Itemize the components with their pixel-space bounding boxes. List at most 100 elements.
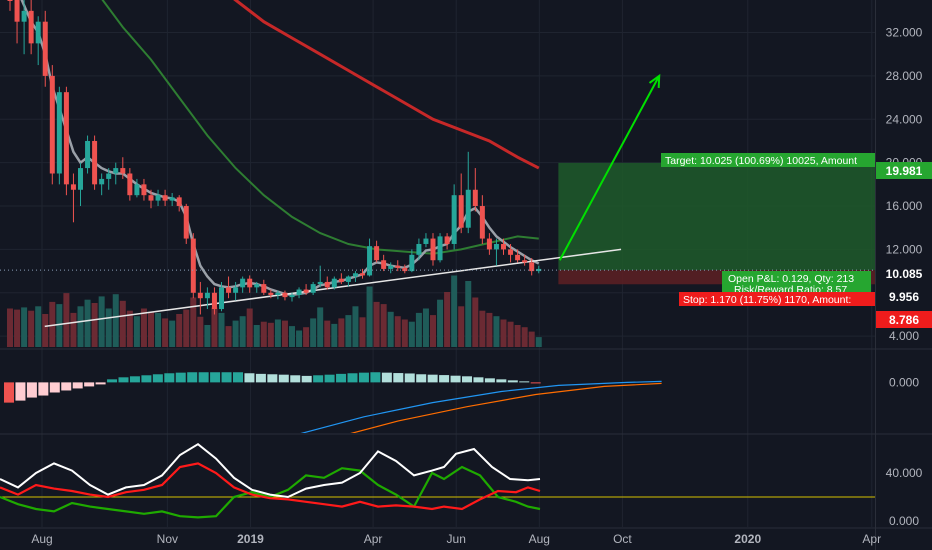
macd-histogram-bar bbox=[427, 374, 438, 383]
pnl-label-text: Open P&L: 0.129, Qty: 213 bbox=[728, 273, 854, 285]
candle-body bbox=[416, 243, 422, 255]
volume-bar bbox=[267, 322, 274, 347]
target-label-bg bbox=[661, 153, 875, 167]
candle-body bbox=[282, 292, 288, 298]
entry-price-badge-bg bbox=[876, 265, 932, 282]
candle-body bbox=[501, 243, 506, 250]
signal-line bbox=[350, 382, 662, 433]
volume-bar bbox=[84, 299, 91, 347]
price-tick-label: 16.000 bbox=[886, 199, 923, 213]
volume-bar bbox=[507, 321, 514, 347]
projection-arrow[interactable] bbox=[558, 73, 661, 261]
macd-histogram-bar bbox=[129, 376, 140, 383]
rsi-red-line bbox=[0, 462, 541, 511]
candle-body bbox=[458, 195, 464, 228]
candle-body bbox=[303, 289, 309, 293]
volume-bar bbox=[289, 326, 295, 347]
macd-histogram-bar bbox=[404, 373, 415, 383]
macd-histogram-bar bbox=[267, 374, 278, 383]
macd-histogram-bar bbox=[210, 372, 221, 383]
time-axis-label: Aug bbox=[31, 532, 52, 546]
candle-body bbox=[148, 195, 154, 201]
candle-body bbox=[395, 265, 401, 268]
volume-bar bbox=[63, 293, 70, 347]
stop-price-badge: 8.786 bbox=[889, 313, 919, 327]
candle-body bbox=[289, 294, 295, 298]
candle-body bbox=[515, 254, 521, 261]
candle-body bbox=[211, 292, 217, 310]
volume-bar bbox=[70, 312, 77, 347]
candle-body bbox=[28, 10, 34, 44]
volume-bar bbox=[352, 306, 359, 347]
volume-bar bbox=[479, 310, 486, 347]
time-axis-label: Jun bbox=[447, 532, 466, 546]
volume-bar bbox=[77, 306, 84, 347]
macd-histogram-bar bbox=[107, 379, 118, 383]
arrow-head bbox=[648, 73, 661, 88]
volume-bar bbox=[493, 316, 500, 347]
candlesticks bbox=[7, 0, 542, 315]
volume-bar bbox=[387, 311, 394, 347]
volume-bar bbox=[56, 304, 63, 347]
volume-bar bbox=[415, 312, 422, 347]
candle-body bbox=[275, 292, 281, 295]
candle-body bbox=[254, 284, 260, 288]
target-label-box[interactable]: Target: 10.025 (100.69%) 10025, Amount bbox=[661, 153, 875, 167]
candle-body bbox=[21, 10, 27, 22]
macd-histogram-bar bbox=[450, 375, 461, 383]
candle-body bbox=[261, 284, 267, 293]
candle-body bbox=[493, 243, 499, 250]
volume-bar bbox=[310, 318, 317, 347]
candle-body bbox=[240, 278, 246, 288]
volume-bar bbox=[303, 327, 310, 347]
macd-histogram-bar bbox=[175, 372, 186, 383]
mid-moving-average bbox=[101, 0, 539, 255]
candle-body bbox=[430, 238, 436, 261]
macd-histogram-bar bbox=[4, 382, 14, 403]
position-zones bbox=[558, 162, 875, 285]
volume-bar bbox=[148, 311, 154, 347]
volume-bar bbox=[394, 316, 401, 347]
rsi-white-line bbox=[0, 442, 541, 499]
volume-bar bbox=[253, 325, 260, 347]
candle-body bbox=[310, 284, 316, 293]
candle-body bbox=[204, 292, 210, 299]
macd-histogram-bar bbox=[49, 382, 60, 393]
macd-histogram-bar bbox=[507, 380, 518, 383]
time-axis-label: Oct bbox=[613, 532, 632, 546]
stop-label-box[interactable]: Stop: 1.170 (11.75%) 1170, Amount: bbox=[679, 292, 875, 306]
volume-bar bbox=[366, 286, 373, 347]
volume-bar bbox=[486, 312, 493, 347]
candle-body bbox=[35, 21, 41, 44]
price-tick-label: 12.000 bbox=[886, 242, 923, 256]
target-label-text: Target: 10.025 (100.69%) 10025, Amount bbox=[665, 155, 857, 167]
last-price-badge: 9.956 bbox=[889, 290, 919, 304]
macd-histogram-bar bbox=[164, 373, 175, 383]
candle-body bbox=[233, 287, 239, 293]
volume-bars bbox=[7, 275, 542, 347]
volume-bar bbox=[126, 310, 133, 347]
macd-histogram-bar bbox=[416, 374, 427, 383]
time-axis-label: Nov bbox=[157, 532, 178, 546]
candle-body bbox=[331, 278, 337, 288]
volume-bar bbox=[91, 303, 98, 347]
macd-histogram-bar bbox=[95, 382, 106, 385]
candle-body bbox=[162, 195, 168, 201]
volume-bar bbox=[535, 337, 542, 347]
volume-bar bbox=[190, 297, 197, 347]
volume-bar bbox=[458, 306, 465, 347]
volume-bar bbox=[169, 320, 176, 347]
volume-bar bbox=[49, 301, 56, 347]
candle-body bbox=[522, 260, 528, 263]
volume-bar bbox=[437, 299, 444, 347]
macd-histogram-bar bbox=[152, 374, 163, 383]
volume-bar bbox=[133, 316, 140, 347]
candle-body bbox=[155, 195, 161, 201]
volume-bar bbox=[28, 310, 35, 347]
macd-histogram-bar bbox=[336, 373, 347, 383]
candle-body bbox=[49, 75, 55, 174]
candle-body bbox=[176, 197, 182, 207]
macd-histogram-bar bbox=[462, 376, 472, 383]
price-tick-label: 4.000 bbox=[889, 329, 919, 343]
